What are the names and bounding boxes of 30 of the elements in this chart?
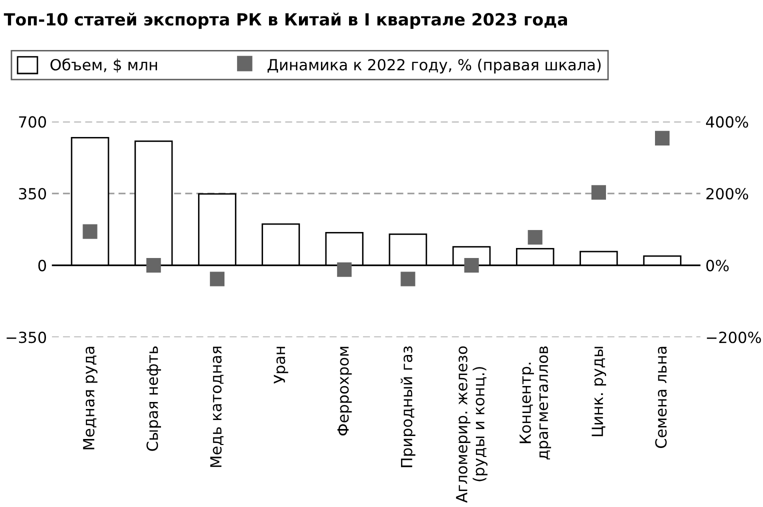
x-tick-label: Феррохром	[337, 346, 352, 436]
point	[337, 262, 352, 277]
x-tick-label: Медь катодная	[210, 346, 224, 467]
y-tick-label: 700	[19, 116, 46, 128]
legend-label: Объем, $ млн	[50, 58, 157, 73]
point	[400, 272, 416, 286]
legend-label: Динамика к 2022 году, % (правая шкала)	[268, 58, 601, 74]
point	[146, 258, 161, 273]
y2-tick-label: −200%	[706, 332, 761, 344]
x-tick-label: Цинк. руды	[592, 346, 606, 436]
point	[82, 224, 98, 239]
y-tick-label: −350	[6, 332, 46, 344]
x-tick-label: Концентр. драгметаллов	[520, 346, 552, 460]
point	[528, 230, 542, 245]
x-tick-label: Сырая нефть	[146, 346, 162, 451]
x-tick-label: Природный газ	[400, 346, 416, 468]
y2-tick-label: 400%	[706, 116, 748, 128]
x-tick-label: Семена льна	[655, 346, 667, 448]
x-tick-label: Медная руда	[83, 346, 98, 450]
chart-title: Топ-10 статей экспорта РК в Китай в I квартале 2023 года	[4, 12, 567, 29]
y-tick-label: 0	[38, 260, 46, 272]
y2-tick-label: 200%	[706, 188, 748, 200]
point	[464, 258, 479, 273]
x-tick-label: Уран	[274, 346, 288, 384]
y-tick-label: 350	[19, 188, 46, 200]
point	[655, 130, 670, 146]
y2-tick-label: 0%	[706, 260, 729, 272]
x-tick-label: Агломерир. железо (руды и конц.)	[456, 346, 488, 503]
point	[210, 272, 224, 286]
point	[591, 185, 606, 200]
